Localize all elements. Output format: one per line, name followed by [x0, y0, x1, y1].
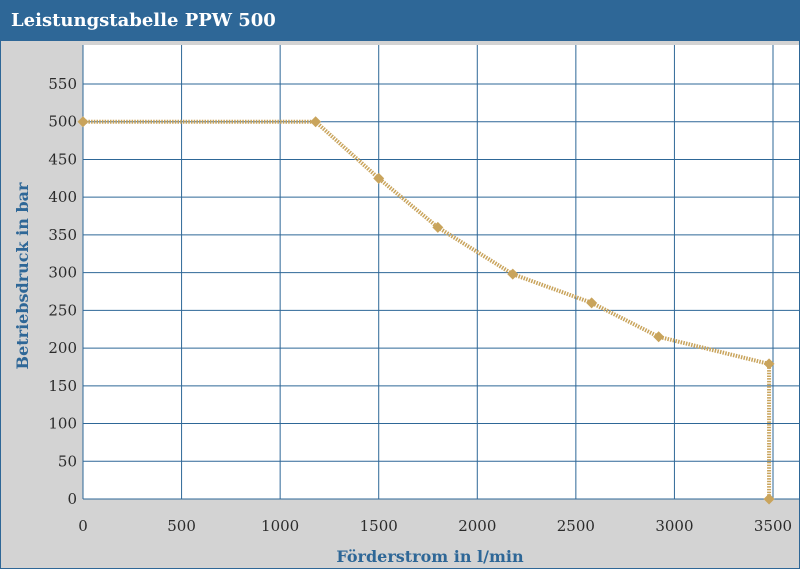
data-point-marker [373, 172, 385, 184]
grid-lines [82, 45, 799, 500]
x-tick-label: 3000 [655, 517, 693, 535]
y-tick-label: 0 [67, 490, 77, 508]
x-tick-labels: 0 500 1000 1500 2000 2500 3000 3500 [78, 517, 792, 535]
data-series [77, 116, 775, 505]
chart-title: Leistungstabelle PPW 500 [11, 10, 276, 31]
y-tick-labels: 0 50 100 150 200 250 300 350 400 450 500 550 [48, 75, 77, 508]
y-tick-label: 250 [48, 301, 77, 319]
data-point-marker [310, 116, 322, 128]
x-tick-label: 500 [167, 517, 196, 535]
x-tick-label: 1500 [360, 517, 398, 535]
y-tick-label: 200 [48, 339, 77, 357]
x-tick-label: 0 [78, 517, 88, 535]
y-tick-label: 450 [48, 150, 77, 168]
data-point-marker [653, 331, 665, 343]
data-point-marker [77, 116, 89, 128]
data-point-marker [763, 493, 775, 505]
x-axis-label: Förderstrom in l/min [336, 547, 524, 566]
x-tick-label: 2500 [557, 517, 595, 535]
y-tick-label: 350 [48, 226, 77, 244]
data-point-marker [507, 268, 519, 280]
y-axis-label: Betriebsdruck in bar [13, 182, 32, 369]
chart-header: Leistungstabelle PPW 500 [1, 1, 799, 41]
y-tick-label: 550 [48, 75, 77, 93]
x-tick-label: 3500 [754, 517, 792, 535]
data-point-marker [586, 297, 598, 309]
plot-area [83, 45, 799, 499]
data-point-marker [763, 358, 775, 370]
y-tick-label: 500 [48, 113, 77, 131]
y-tick-label: 300 [48, 264, 77, 282]
y-tick-label: 100 [48, 415, 77, 433]
data-point-marker [432, 221, 444, 233]
x-tick-label: 2000 [458, 517, 496, 535]
x-tick-label: 1000 [261, 517, 299, 535]
y-tick-label: 150 [48, 377, 77, 395]
y-tick-label: 400 [48, 188, 77, 206]
y-tick-label: 50 [58, 452, 77, 470]
